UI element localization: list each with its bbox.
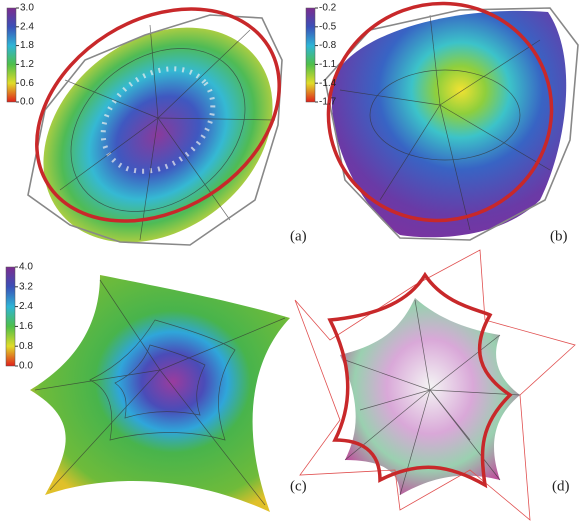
colorbar-tick-label: -1.7 — [319, 97, 337, 108]
colorbar-tick-label: 0.0 — [19, 361, 33, 372]
colorbar-tick-label: -0.8 — [319, 40, 337, 51]
colorbar — [5, 266, 16, 367]
colorbar-tick-label: 3.2 — [19, 281, 33, 292]
panel-label: (d) — [552, 478, 570, 494]
colorbar-tick-label: -1.4 — [319, 78, 337, 89]
colorbar-tick-label: -0.2 — [319, 3, 337, 14]
surface-a — [27, 7, 283, 246]
surface-c — [30, 275, 290, 512]
colorbar-tick-label: 0.8 — [19, 341, 33, 352]
colorbar-tick-label: -1.1 — [319, 59, 337, 70]
panel-label: (c) — [290, 478, 307, 494]
colorbar-tick-label: 1.6 — [19, 321, 33, 332]
colorbar-tick-label: 0.0 — [20, 97, 34, 108]
colorbar-tick-label: 2.4 — [19, 301, 33, 312]
colorbar-tick-label: 0.6 — [20, 78, 34, 89]
colorbar-tick-label: 3.0 — [20, 3, 34, 14]
colorbar — [6, 7, 17, 103]
colorbar — [305, 7, 316, 103]
surface-d — [294, 249, 576, 521]
panel-label: (b) — [550, 228, 568, 244]
panel-label: (a) — [290, 228, 307, 244]
colorbar-tick-label: 2.4 — [20, 21, 34, 32]
surface-b — [324, 1, 579, 241]
colorbar-tick-label: 1.2 — [20, 59, 34, 70]
colorbar-tick-label: -0.5 — [319, 21, 337, 32]
colorbar-tick-label: 1.8 — [20, 40, 34, 51]
colorbar-tick-label: 4.0 — [19, 262, 33, 273]
